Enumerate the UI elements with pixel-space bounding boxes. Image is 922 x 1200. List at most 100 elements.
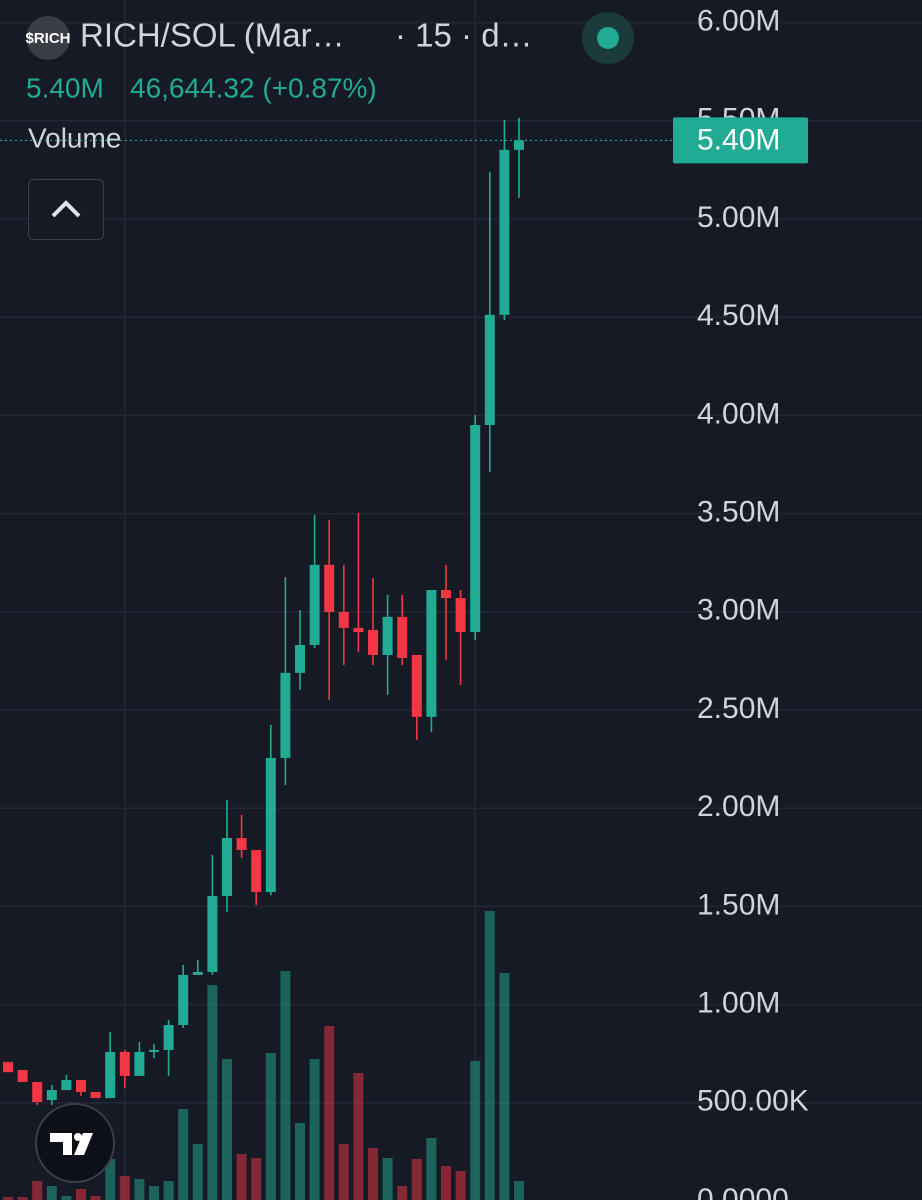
volume-bar: [90, 1196, 101, 1200]
logo-text: $RICH: [25, 30, 70, 47]
volume-bar: [368, 1148, 378, 1200]
tv-logo[interactable]: [35, 1103, 115, 1183]
volume-bar: [46, 1186, 57, 1200]
volume-bar: [484, 911, 495, 1200]
volume-bar: [251, 1158, 262, 1200]
candle-body: [222, 838, 232, 896]
volume-bar: [61, 1196, 72, 1200]
candle-body: [441, 589, 451, 599]
volume-bar: [338, 1144, 349, 1200]
y-tick-label: 1.00M: [697, 987, 780, 1020]
candle-body: [61, 1080, 72, 1091]
volume-bar: [149, 1186, 159, 1200]
volume-bar: [32, 1181, 43, 1200]
header-change: 46,644.32 (+0.87%): [130, 72, 377, 103]
symbol-title: RICH/SOL (Mar…: [80, 17, 345, 54]
candle-body: [236, 838, 247, 851]
candle-body: [280, 672, 291, 758]
y-tick-label: 1.50M: [697, 888, 780, 921]
candle-body: [105, 1051, 116, 1099]
volume-bar: [324, 1026, 335, 1200]
candle-body: [411, 655, 422, 717]
y-tick-label: 0.0000: [697, 1183, 789, 1200]
y-tick-label: 4.00M: [697, 397, 780, 430]
volume-bar: [236, 1154, 247, 1200]
y-tick-label: 2.00M: [697, 790, 780, 823]
candle-body: [499, 149, 510, 315]
candle-body: [324, 564, 335, 612]
last-price-box: [673, 117, 808, 164]
volume-bar: [265, 1053, 276, 1200]
candle-body: [470, 425, 481, 633]
y-tick-label: 3.00M: [697, 594, 780, 627]
candle-body: [149, 1049, 159, 1052]
y-tick-label: 3.50M: [697, 496, 780, 529]
volume-bar: [105, 1159, 116, 1200]
header-price: 5.40M: [26, 72, 104, 103]
volume-bar: [178, 1109, 189, 1200]
tv-logo-dot: [74, 1133, 82, 1141]
last-price-label: 5.40M: [697, 123, 780, 156]
volume-bar: [426, 1138, 437, 1200]
volume-bar: [397, 1186, 408, 1200]
tv-logo-mark: [50, 1133, 93, 1155]
candle-body: [295, 644, 305, 673]
candle-body: [46, 1090, 57, 1101]
candle-body: [368, 629, 378, 656]
candle-body: [353, 627, 364, 633]
candle-body: [309, 564, 320, 645]
candle-body: [90, 1091, 101, 1099]
candle-body: [134, 1051, 145, 1076]
candle-body: [76, 1080, 86, 1092]
candle-body: [382, 616, 393, 656]
candle-body: [265, 757, 276, 893]
volume-bar: [192, 1144, 203, 1200]
volume-bar: [295, 1123, 305, 1200]
grid: [0, 21, 922, 1104]
candle-body: [178, 974, 189, 1026]
volume-bar: [382, 1158, 393, 1200]
chevron-icon: [51, 200, 81, 218]
volume-bar: [280, 971, 291, 1200]
volume-bar: [455, 1171, 466, 1200]
candle-body: [251, 850, 262, 893]
volume-bar: [207, 985, 218, 1200]
candle-body: [32, 1081, 43, 1103]
y-tick-label: 500.00K: [697, 1085, 809, 1118]
candle-body: [397, 616, 408, 658]
candle-body: [163, 1025, 174, 1050]
logo: [26, 16, 70, 60]
volume-bar: [17, 1197, 28, 1200]
y-tick-label: 4.50M: [697, 299, 780, 332]
volume-bar: [514, 1181, 524, 1200]
volume-bar: [470, 1061, 481, 1200]
candle-body: [338, 611, 349, 628]
volume-label: Volume: [28, 122, 121, 153]
volume-bar: [309, 1059, 320, 1200]
volume-bar: [76, 1189, 86, 1200]
overlay: $RICH RICH/SOL (Mar… · 15 · d… 5.40M 46,…: [0, 12, 808, 1183]
candle-body: [455, 598, 466, 633]
volume-bar: [134, 1179, 145, 1200]
candle-body: [3, 1061, 13, 1073]
volume-bars: [3, 911, 524, 1200]
volume-bar: [119, 1176, 130, 1200]
interval: · 15 · d…: [395, 17, 533, 54]
candle-body: [484, 314, 495, 426]
volume-bar: [353, 1073, 364, 1200]
volume-bar: [499, 973, 510, 1200]
y-tick-label: 5.00M: [697, 201, 780, 234]
candle-body: [192, 971, 203, 975]
volume-bar: [411, 1159, 422, 1200]
collapse-button[interactable]: [28, 179, 104, 240]
y-tick-label: 2.50M: [697, 692, 780, 725]
volume-bar: [3, 1197, 13, 1200]
candles: [3, 117, 524, 1105]
volume-bar: [222, 1059, 232, 1200]
candle-body: [119, 1051, 130, 1076]
y-tick-label: 6.00M: [697, 5, 780, 38]
candle-body: [426, 589, 437, 717]
status-dot: [597, 27, 619, 49]
